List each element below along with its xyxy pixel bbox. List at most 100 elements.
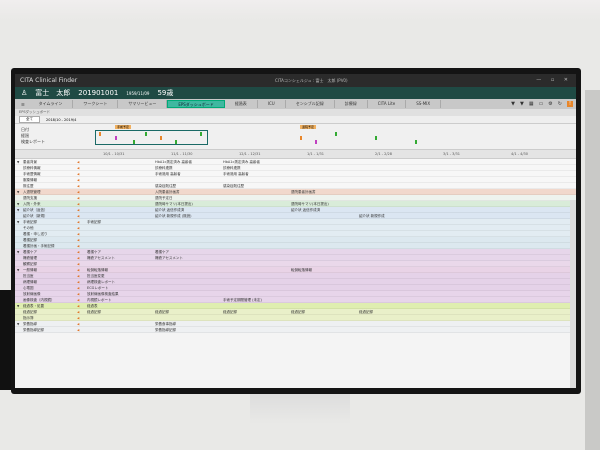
dashboard-row[interactable]: 看護記録 ◀ <box>15 237 576 243</box>
row-entry[interactable]: 退院時サマリ(本日提出) <box>291 202 329 206</box>
dashboard-row[interactable]: 心電図 ◀ ECGレポート <box>15 285 576 291</box>
row-entry[interactable]: 紹介状 新規作成 <box>359 214 385 218</box>
dashboard-row[interactable]: 経過表・処置◀ 経過表 <box>15 303 576 309</box>
row-entry[interactable]: HbA1c測定済み 高齢者 <box>155 160 193 164</box>
tab-3[interactable]: EPSダッシュボード <box>167 100 225 108</box>
dashboard-row[interactable]: 手術記録◀手術記録 <box>15 219 576 225</box>
overview-range-box[interactable] <box>95 130 208 145</box>
row-entry[interactable]: 看護ケア <box>155 250 169 254</box>
row-entry[interactable]: 退院予定日 <box>155 196 173 200</box>
row-entry[interactable]: 感染症既往歴 <box>155 184 176 188</box>
row-entry[interactable]: 転倒転落情報 <box>87 268 108 272</box>
dashboard-row[interactable]: 看護計画・手術記録 ◀ <box>15 243 576 249</box>
overview-event-marker[interactable] <box>300 136 302 140</box>
dashboard-row[interactable]: 紹介状（返信）◀ 紹介状 返信作成済 紹介状 返信作成済 <box>15 207 576 213</box>
row-entry[interactable]: 経過記録 <box>291 310 305 314</box>
tab-2[interactable]: サマリービュー <box>118 100 168 108</box>
overview-event-marker[interactable] <box>145 132 147 136</box>
dashboard-row[interactable]: 画像検査（内視鏡） ◀ 内視鏡レポート 手術予定期間管理 (未定) <box>15 297 576 303</box>
dashboard-row[interactable]: 栄養指導記録 ◀ 栄養指導記録 <box>15 327 576 333</box>
row-entry[interactable]: 入院患者計画書 <box>155 190 180 194</box>
dashboard-row[interactable]: 病理情報 ◀ 病理検査レポート <box>15 279 576 285</box>
dashboard-row[interactable]: 服薬情報 ◀ <box>15 177 576 183</box>
row-entry[interactable]: 転倒転落情報 <box>291 268 312 272</box>
overview-event-marker[interactable] <box>175 140 177 144</box>
vertical-scrollbar[interactable] <box>570 200 576 388</box>
tool-icon[interactable]: ↻ <box>557 101 562 107</box>
tool-icon[interactable]: ▼ <box>511 101 515 107</box>
dashboard-row[interactable]: 入退院管理◀ 入院患者計画書 退院患者計画書 <box>15 189 576 195</box>
overview-event-marker[interactable] <box>375 136 377 140</box>
row-entry[interactable]: 紹介状 返信作成済 <box>155 208 185 212</box>
row-entry[interactable]: 手術予定期間管理 (未定) <box>223 298 262 302</box>
tab-4[interactable]: 経過表 <box>225 100 258 108</box>
notification-badge[interactable]: ! <box>566 101 573 107</box>
overview-event-marker[interactable] <box>315 140 317 144</box>
row-entry[interactable]: ECGレポート <box>87 286 109 290</box>
row-entry[interactable]: 経過記録 <box>223 310 237 314</box>
tab-8[interactable]: CITA Lite <box>368 100 407 108</box>
overview-event-marker[interactable] <box>99 132 101 136</box>
overview-event-marker[interactable] <box>200 132 202 136</box>
row-entry[interactable]: 褥瘡アセスメント <box>87 256 115 260</box>
row-entry[interactable]: HbA1c測定済み 高齢者 <box>223 160 261 164</box>
tool-icon[interactable]: ▦ <box>528 101 534 107</box>
row-entry[interactable]: 経過記録 <box>359 310 373 314</box>
row-entry[interactable]: 診療科連携 <box>155 166 173 170</box>
tool-icon[interactable]: ▼ <box>519 101 524 107</box>
dashboard-row[interactable]: 指示簿 ◀ <box>15 315 576 321</box>
dashboard-row[interactable]: 手術歴情報 ◀ 手術適用 高齢者 手術適用 高齢者 <box>15 171 576 177</box>
tab-9[interactable]: SS-MIX <box>406 100 442 108</box>
dashboard-row[interactable]: 栄養指導◀ 栄養食事指導 <box>15 321 576 327</box>
overview-event-marker[interactable] <box>133 140 135 144</box>
row-entry[interactable]: 手術記録 <box>87 220 101 224</box>
row-entry[interactable]: 診療科連携 <box>223 166 241 170</box>
dashboard-row[interactable]: 放射線画像 ◀ 放射線画像検査結果 <box>15 291 576 297</box>
window-controls[interactable]: — ▫ ✕ <box>536 77 572 83</box>
tab-7[interactable]: 診療録 <box>335 100 368 108</box>
row-entry[interactable]: 紹介状 返信作成済 <box>291 208 321 212</box>
row-entry[interactable]: 担当医変更 <box>87 274 105 278</box>
overview-event-marker[interactable] <box>160 136 162 140</box>
row-entry[interactable]: 病理検査レポート <box>87 280 115 284</box>
row-entry[interactable]: 栄養指導記録 <box>155 328 176 332</box>
dashboard-row[interactable]: 観察記録 ◀ <box>15 261 576 267</box>
tab-0[interactable]: タイムライン <box>29 100 74 108</box>
dashboard-row[interactable]: 診療科情報 ◀ 診療科連携 診療科連携 <box>15 165 576 171</box>
row-entry[interactable]: 経過記録 <box>87 310 101 314</box>
dashboard-row[interactable]: 患者背景◀ HbA1c測定済み 高齢者 HbA1c測定済み 高齢者 <box>15 159 576 165</box>
row-entry[interactable]: 看護ケア <box>87 250 101 254</box>
row-entry[interactable]: 手術適用 高齢者 <box>155 172 181 176</box>
row-entry[interactable]: 退院時サマリ(本日提出) <box>155 202 193 206</box>
dashboard-row[interactable]: 看護・申し送り ◀ <box>15 231 576 237</box>
row-entry[interactable]: 退院患者計画書 <box>291 190 316 194</box>
tab-1[interactable]: ワークシート <box>73 100 119 108</box>
overview-event-marker[interactable] <box>115 136 117 140</box>
row-entry[interactable]: 経過記録 <box>155 310 169 314</box>
dashboard-row[interactable]: 紹介状（新規） ◀ 紹介状 新規作成 (既読) 紹介状 新規作成 <box>15 213 576 219</box>
row-entry[interactable]: 手術適用 高齢者 <box>223 172 249 176</box>
dashboard-row[interactable]: その他 ◀ <box>15 225 576 231</box>
dashboard-row[interactable]: 退院支援 ◀ 退院予定日 <box>15 195 576 201</box>
dashboard-row[interactable]: 担当医 ◀ 担当医変更 <box>15 273 576 279</box>
row-entry[interactable]: 経過表 <box>87 304 98 308</box>
row-entry[interactable]: 褥瘡アセスメント <box>155 256 183 260</box>
dashboard-row[interactable]: 経過記録 ◀ 経過記録 経過記録 経過記録 経過記録 経過記録 <box>15 309 576 315</box>
menu-icon[interactable]: ☰ <box>21 101 25 107</box>
dashboard-row[interactable]: 既往歴 ◀ 感染症既往歴 感染症既往歴 <box>15 183 576 189</box>
dashboard-row[interactable]: 入院・外来◀ 退院時サマリ(本日提出) 退院時サマリ(本日提出) <box>15 201 576 207</box>
row-entry[interactable]: 内視鏡レポート <box>87 298 112 302</box>
tool-icon[interactable]: ⚙ <box>548 101 553 107</box>
row-entry[interactable]: 感染症既往歴 <box>223 184 244 188</box>
period-select[interactable]: 全て <box>19 116 40 123</box>
row-entry[interactable]: 紹介状 新規作成 (既読) <box>155 214 192 218</box>
row-entry[interactable]: 放射線画像検査結果 <box>87 292 119 296</box>
dashboard-row[interactable]: 一般情報◀ 転倒転落情報 転倒転落情報 <box>15 267 576 273</box>
tool-icon[interactable]: ▭ <box>538 101 544 107</box>
tab-5[interactable]: ICU <box>258 100 286 108</box>
overview-event-marker[interactable] <box>335 132 337 136</box>
dashboard-row[interactable]: 褥瘡管理 ◀ 褥瘡アセスメント 褥瘡アセスメント <box>15 255 576 261</box>
row-entry[interactable]: 栄養食事指導 <box>155 322 176 326</box>
tab-6[interactable]: センシブル記録 <box>286 100 335 108</box>
